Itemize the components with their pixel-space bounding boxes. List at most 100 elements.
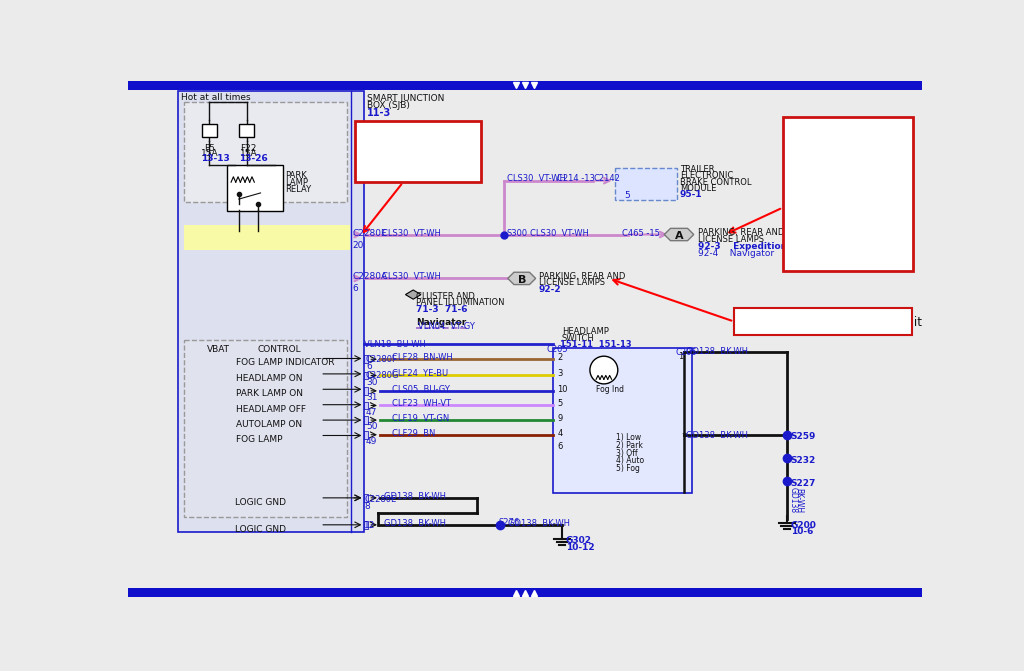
Text: C465 -15: C465 -15: [623, 229, 660, 238]
Text: The fault is in the: The fault is in the: [359, 125, 480, 139]
Text: GD138: GD138: [788, 487, 798, 513]
Text: GD138  BK-WH: GD138 BK-WH: [686, 431, 748, 440]
Text: 13-26: 13-26: [239, 154, 267, 164]
Text: 6: 6: [352, 284, 358, 293]
Text: LICENSE LAMPS: LICENSE LAMPS: [697, 235, 764, 244]
Text: to the SJB then: to the SJB then: [786, 179, 881, 192]
Text: PANEL ILLUMINATION: PANEL ILLUMINATION: [417, 299, 505, 307]
Text: CLUSTER AND: CLUSTER AND: [417, 293, 475, 301]
Text: no resistance: no resistance: [786, 165, 870, 178]
Text: 10-12: 10-12: [566, 543, 595, 552]
Text: CLF29  BN: CLF29 BN: [391, 429, 435, 437]
Text: MODULE: MODULE: [680, 184, 716, 193]
Text: highlighted area: highlighted area: [359, 138, 473, 152]
Text: LOGIC GND: LOGIC GND: [234, 498, 286, 507]
Text: PARKING, REAR AND: PARKING, REAR AND: [697, 228, 784, 238]
Text: S227: S227: [791, 478, 816, 488]
Text: 47: 47: [366, 408, 377, 417]
Polygon shape: [508, 272, 536, 285]
Text: G302: G302: [566, 536, 592, 546]
Text: 3) Off: 3) Off: [616, 449, 638, 458]
Polygon shape: [665, 228, 693, 241]
Text: circuit fault: circuit fault: [786, 207, 858, 220]
Text: VLN04  VT-GY: VLN04 VT-GY: [418, 322, 475, 331]
Text: 5) Fog: 5) Fog: [616, 464, 640, 473]
Text: Hot at all times: Hot at all times: [180, 93, 250, 102]
Text: 9: 9: [557, 414, 562, 423]
Text: GD138  BK-WH: GD138 BK-WH: [508, 519, 569, 529]
Text: 15A: 15A: [241, 149, 258, 158]
Text: S276: S276: [499, 518, 520, 527]
Text: C2142: C2142: [593, 174, 620, 183]
Bar: [178, 91, 365, 531]
Text: PARK: PARK: [286, 171, 307, 180]
Text: CLS30  VT-WH: CLS30 VT-WH: [382, 272, 441, 281]
Text: BK-WH: BK-WH: [795, 488, 804, 513]
Text: 49: 49: [366, 437, 377, 446]
Text: 4: 4: [557, 429, 562, 437]
Polygon shape: [406, 290, 421, 299]
Text: AUTOLAMP ON: AUTOLAMP ON: [237, 420, 303, 429]
Text: A: A: [675, 231, 684, 242]
Text: PARK LAMP ON: PARK LAMP ON: [237, 389, 303, 399]
Text: 92-2: 92-2: [539, 285, 561, 294]
Text: BRAKE CONTROL: BRAKE CONTROL: [680, 178, 752, 187]
Text: 15A: 15A: [201, 149, 218, 158]
Text: checking this: checking this: [786, 138, 869, 150]
Text: C2280F: C2280F: [366, 355, 397, 364]
Text: C2280G: C2280G: [366, 371, 399, 380]
Text: SMART JUNCTION: SMART JUNCTION: [367, 95, 444, 103]
Bar: [365, 416, 369, 424]
Bar: [355, 121, 481, 182]
Text: TRAILER: TRAILER: [680, 165, 715, 174]
Text: C2280A: C2280A: [352, 272, 388, 281]
Circle shape: [590, 356, 617, 384]
Bar: [365, 402, 369, 409]
Text: HEADLAMP: HEADLAMP: [562, 327, 609, 336]
Text: CLS30  VT-WH: CLS30 VT-WH: [382, 229, 441, 238]
Text: 8: 8: [365, 502, 370, 511]
Bar: [365, 431, 369, 439]
Text: RELAY: RELAY: [286, 185, 311, 194]
Text: 5: 5: [624, 191, 630, 200]
Text: PARKING, REAR AND: PARKING, REAR AND: [539, 272, 625, 281]
Text: Navigator: Navigator: [417, 317, 467, 327]
Bar: [365, 356, 369, 363]
Text: C205: C205: [547, 346, 568, 354]
Text: 1) Low: 1) Low: [616, 433, 641, 442]
Text: VLN18  BU-WH: VLN18 BU-WH: [365, 340, 426, 349]
Text: F5: F5: [204, 144, 215, 153]
Text: 5: 5: [557, 399, 562, 408]
Text: 4) Auto: 4) Auto: [616, 456, 644, 465]
Bar: [553, 348, 692, 493]
Bar: [128, 588, 922, 597]
Text: 50: 50: [366, 423, 378, 431]
Text: CLS05  BU-GY: CLS05 BU-GY: [391, 384, 450, 394]
Text: HEADLAMP OFF: HEADLAMP OFF: [237, 405, 306, 414]
Text: 71-3  71-6: 71-3 71-6: [417, 305, 468, 313]
Text: 95-1: 95-1: [680, 190, 702, 199]
Bar: [734, 308, 912, 336]
Text: ELECTRONIC: ELECTRONIC: [680, 171, 733, 180]
Text: 30: 30: [366, 378, 378, 386]
Text: 6: 6: [366, 362, 372, 370]
Text: CONTROL: CONTROL: [257, 345, 301, 354]
Text: 151-11  151-13: 151-11 151-13: [560, 340, 632, 349]
Text: LAMP: LAMP: [286, 178, 308, 187]
Text: SWITCH: SWITCH: [562, 334, 595, 343]
Text: wire, if it shows: wire, if it shows: [786, 152, 885, 164]
Text: 12: 12: [365, 521, 376, 530]
Text: C2280E: C2280E: [352, 229, 387, 238]
Text: 13-13: 13-13: [201, 154, 229, 164]
Text: 2: 2: [557, 353, 562, 362]
Text: inside the SJB,: inside the SJB,: [786, 221, 877, 234]
Bar: [239, 124, 254, 137]
Text: 20: 20: [352, 242, 365, 250]
Text: CLF23  WH-VT: CLF23 WH-VT: [391, 399, 451, 408]
Text: CLS30  VT-WH: CLS30 VT-WH: [507, 174, 566, 183]
Text: 10-6: 10-6: [791, 527, 813, 536]
Bar: [183, 340, 346, 517]
Text: CLS30  VT-WH: CLS30 VT-WH: [530, 229, 589, 238]
Text: 11-3: 11-3: [367, 108, 391, 118]
Text: LOGIC GND: LOGIC GND: [234, 525, 286, 534]
